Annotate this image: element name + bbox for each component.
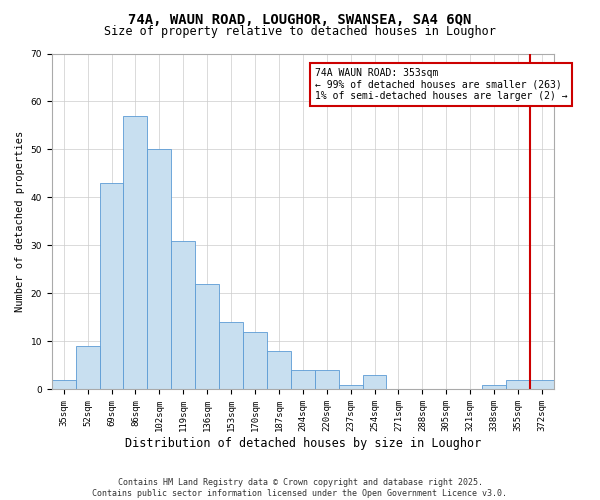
Bar: [219, 322, 243, 390]
Text: 74A, WAUN ROAD, LOUGHOR, SWANSEA, SA4 6QN: 74A, WAUN ROAD, LOUGHOR, SWANSEA, SA4 6Q…: [128, 12, 472, 26]
Text: Contains HM Land Registry data © Crown copyright and database right 2025.
Contai: Contains HM Land Registry data © Crown c…: [92, 478, 508, 498]
Text: 74A WAUN ROAD: 353sqm
← 99% of detached houses are smaller (263)
1% of semi-deta: 74A WAUN ROAD: 353sqm ← 99% of detached …: [315, 68, 568, 101]
Y-axis label: Number of detached properties: Number of detached properties: [15, 131, 25, 312]
Bar: [267, 351, 291, 390]
Bar: [76, 346, 100, 390]
Text: Size of property relative to detached houses in Loughor: Size of property relative to detached ho…: [104, 25, 496, 38]
Bar: [243, 332, 267, 390]
Bar: [482, 384, 506, 390]
Bar: [530, 380, 554, 390]
Bar: [52, 380, 76, 390]
Bar: [172, 240, 195, 390]
Bar: [148, 150, 172, 390]
Bar: [362, 375, 386, 390]
Bar: [506, 380, 530, 390]
Bar: [315, 370, 338, 390]
Bar: [291, 370, 315, 390]
Bar: [338, 384, 362, 390]
Bar: [124, 116, 148, 390]
Bar: [195, 284, 219, 390]
X-axis label: Distribution of detached houses by size in Loughor: Distribution of detached houses by size …: [125, 437, 481, 450]
Bar: [100, 183, 124, 390]
